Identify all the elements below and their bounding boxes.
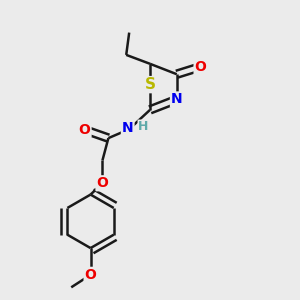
Text: O: O (97, 176, 108, 190)
Text: N: N (122, 121, 134, 135)
Text: S: S (145, 77, 155, 92)
Text: O: O (79, 123, 91, 137)
Text: O: O (195, 60, 206, 74)
Text: H: H (138, 120, 148, 133)
Text: O: O (85, 268, 97, 282)
Text: N: N (171, 92, 183, 106)
